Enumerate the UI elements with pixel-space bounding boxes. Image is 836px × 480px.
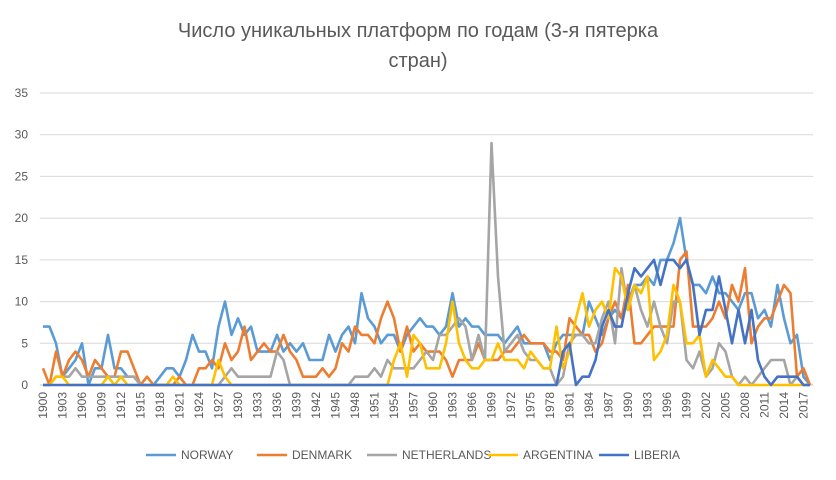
y-tick-label: 15 bbox=[15, 253, 29, 267]
x-tick-label: 1915 bbox=[134, 392, 148, 419]
x-tick-label: 1999 bbox=[680, 392, 694, 419]
y-tick-label: 10 bbox=[15, 295, 29, 309]
x-tick-label: 1939 bbox=[290, 392, 304, 419]
x-tick-label: 1909 bbox=[95, 392, 109, 419]
x-tick-label: 1954 bbox=[387, 392, 401, 419]
x-axis-ticks: 1900 1903 1906 1909 1912 1915 1918 1921 1924 1927… bbox=[36, 392, 811, 419]
x-tick-label: 1993 bbox=[641, 392, 655, 419]
x-tick-label: 1948 bbox=[348, 392, 362, 419]
x-tick-label: 1945 bbox=[329, 392, 343, 419]
x-tick-label: 1972 bbox=[504, 392, 518, 419]
legend-item-argentina: ARGENTINA bbox=[488, 448, 593, 462]
x-tick-label: 1930 bbox=[231, 392, 245, 419]
gridlines bbox=[39, 92, 814, 386]
x-tick-label: 1942 bbox=[309, 392, 323, 419]
legend-item-denmark: DENMARK bbox=[257, 448, 352, 462]
x-tick-label: 1981 bbox=[563, 392, 577, 419]
series-line-netherlands bbox=[43, 141, 810, 387]
x-tick-label: 2011 bbox=[758, 392, 772, 418]
legend-label: NORWAY bbox=[181, 448, 233, 462]
x-tick-label: 2005 bbox=[719, 392, 733, 419]
legend-item-liberia: LIBERIA bbox=[599, 448, 680, 462]
x-tick-label: 1951 bbox=[368, 392, 382, 419]
legend-label: DENMARK bbox=[292, 448, 352, 462]
x-tick-label: 1912 bbox=[114, 392, 128, 419]
x-tick-label: 1936 bbox=[270, 392, 284, 419]
x-tick-label: 2008 bbox=[738, 392, 752, 419]
series-line-liberia bbox=[43, 258, 810, 387]
x-tick-label: 1903 bbox=[56, 392, 70, 419]
y-tick-label: 35 bbox=[15, 86, 29, 100]
chart-title-line-1: Число уникальных платформ по годам (3-я … bbox=[178, 20, 659, 42]
y-tick-label: 0 bbox=[21, 378, 28, 392]
x-tick-label: 1924 bbox=[192, 392, 206, 419]
x-tick-label: 1921 bbox=[173, 392, 187, 419]
x-tick-label: 1927 bbox=[212, 392, 226, 419]
x-tick-label: 1987 bbox=[602, 392, 616, 419]
series-lines bbox=[41, 141, 812, 387]
y-tick-label: 25 bbox=[15, 169, 29, 183]
x-tick-label: 1975 bbox=[524, 392, 538, 419]
x-tick-label: 1966 bbox=[465, 392, 479, 419]
x-tick-label: 1900 bbox=[36, 392, 50, 419]
x-tick-label: 1984 bbox=[582, 392, 596, 419]
x-tick-label: 1918 bbox=[153, 392, 167, 419]
series-line-norway bbox=[43, 216, 812, 387]
x-tick-label: 1960 bbox=[426, 392, 440, 419]
y-tick-label: 20 bbox=[15, 211, 29, 225]
legend-label: ARGENTINA bbox=[523, 448, 593, 462]
x-tick-label: 1933 bbox=[251, 392, 265, 419]
legend-item-norway: NORWAY bbox=[146, 448, 233, 462]
y-axis-ticks: 0 5 10 15 20 25 30 35 bbox=[15, 86, 29, 392]
chart-title-line-2: стран) bbox=[388, 50, 447, 72]
x-tick-label: 1969 bbox=[485, 392, 499, 419]
y-tick-label: 30 bbox=[15, 128, 29, 142]
x-tick-label: 1906 bbox=[75, 392, 89, 419]
x-tick-label: 1990 bbox=[621, 392, 635, 419]
x-tick-label: 2002 bbox=[699, 392, 713, 419]
x-tick-label: 1963 bbox=[446, 392, 460, 419]
x-tick-label: 2017 bbox=[797, 392, 811, 419]
legend: NORWAY DENMARK NETHERLANDS ARGENTINA LIBERIA bbox=[146, 448, 680, 462]
legend-item-netherlands: NETHERLANDS bbox=[367, 448, 491, 462]
series-line-argentina bbox=[43, 266, 810, 387]
x-tick-label: 1978 bbox=[543, 392, 557, 419]
x-tick-label: 1957 bbox=[407, 392, 421, 419]
x-tick-label: 1996 bbox=[660, 392, 674, 419]
legend-label: LIBERIA bbox=[634, 448, 680, 462]
x-tick-label: 2014 bbox=[777, 392, 791, 419]
y-tick-label: 5 bbox=[21, 336, 28, 350]
legend-label: NETHERLANDS bbox=[402, 448, 491, 462]
